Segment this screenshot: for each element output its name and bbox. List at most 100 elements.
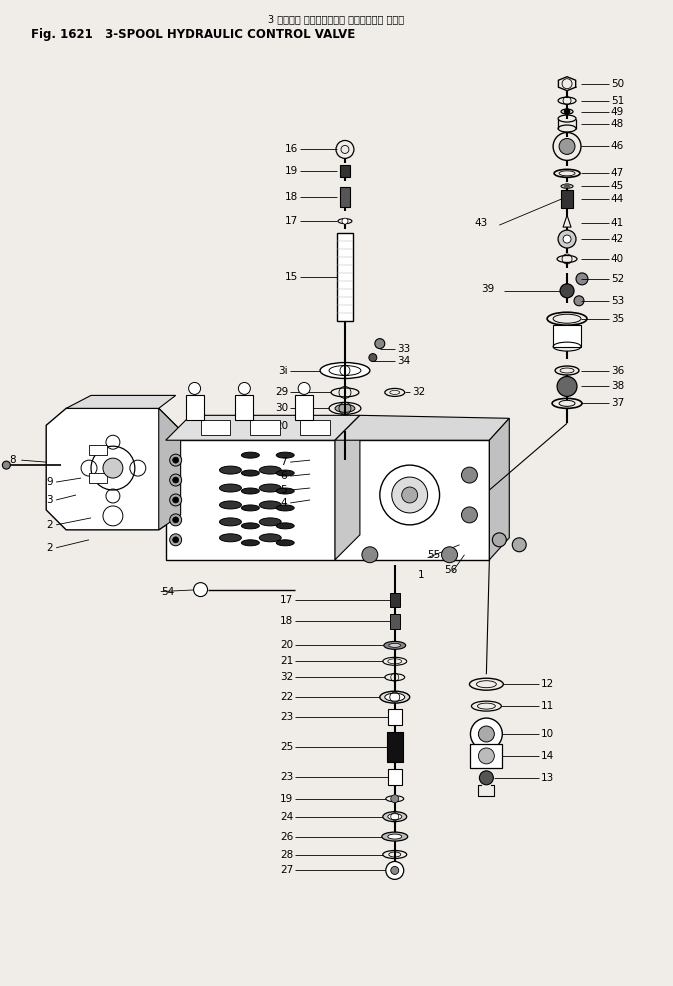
Circle shape bbox=[392, 477, 427, 513]
Circle shape bbox=[559, 138, 575, 155]
Polygon shape bbox=[166, 415, 360, 440]
Circle shape bbox=[362, 547, 378, 563]
Circle shape bbox=[391, 867, 398, 875]
Text: 11: 11 bbox=[541, 701, 555, 711]
Circle shape bbox=[380, 465, 439, 525]
Bar bbox=[337, 233, 353, 320]
Ellipse shape bbox=[389, 644, 400, 648]
Text: 35: 35 bbox=[611, 314, 624, 323]
Text: 5: 5 bbox=[280, 485, 287, 495]
Text: 25: 25 bbox=[280, 741, 293, 752]
Ellipse shape bbox=[259, 466, 281, 474]
Ellipse shape bbox=[388, 813, 402, 819]
Text: 4: 4 bbox=[280, 498, 287, 508]
Circle shape bbox=[3, 461, 10, 469]
Circle shape bbox=[170, 514, 182, 526]
Circle shape bbox=[369, 354, 377, 362]
Bar bbox=[89, 473, 107, 483]
Circle shape bbox=[576, 273, 588, 285]
Text: 44: 44 bbox=[611, 194, 624, 204]
Text: Fig. 1621   3-SPOOL HYDRAULIC CONTROL VALVE: Fig. 1621 3-SPOOL HYDRAULIC CONTROL VALV… bbox=[31, 28, 355, 41]
Polygon shape bbox=[46, 408, 180, 529]
Circle shape bbox=[103, 458, 123, 478]
Bar bbox=[201, 420, 230, 435]
Text: 51: 51 bbox=[611, 96, 624, 106]
Ellipse shape bbox=[219, 466, 242, 474]
Text: 8: 8 bbox=[9, 456, 16, 465]
Ellipse shape bbox=[320, 363, 370, 379]
Polygon shape bbox=[335, 440, 489, 560]
Circle shape bbox=[173, 458, 178, 463]
Circle shape bbox=[173, 497, 178, 503]
Text: 19: 19 bbox=[285, 167, 298, 176]
Text: 56: 56 bbox=[445, 565, 458, 575]
Ellipse shape bbox=[380, 691, 410, 703]
Text: 40: 40 bbox=[611, 254, 624, 264]
Bar bbox=[250, 420, 280, 435]
Text: 20: 20 bbox=[275, 421, 288, 431]
Ellipse shape bbox=[276, 470, 294, 476]
Text: 6: 6 bbox=[280, 471, 287, 481]
Circle shape bbox=[479, 748, 495, 764]
Text: 26: 26 bbox=[280, 831, 293, 842]
Circle shape bbox=[470, 718, 502, 750]
Ellipse shape bbox=[335, 404, 355, 412]
Circle shape bbox=[173, 536, 178, 543]
Ellipse shape bbox=[242, 488, 259, 494]
Text: 18: 18 bbox=[280, 616, 293, 626]
Text: 17: 17 bbox=[280, 595, 293, 604]
Text: 50: 50 bbox=[611, 79, 624, 89]
Text: 48: 48 bbox=[611, 118, 624, 128]
Bar bbox=[340, 187, 350, 207]
Ellipse shape bbox=[276, 539, 294, 546]
Circle shape bbox=[375, 338, 385, 349]
Ellipse shape bbox=[219, 518, 242, 526]
Bar bbox=[390, 593, 400, 606]
Text: 20: 20 bbox=[280, 640, 293, 651]
Ellipse shape bbox=[219, 533, 242, 541]
Polygon shape bbox=[335, 415, 509, 440]
Text: 32: 32 bbox=[412, 387, 425, 397]
Ellipse shape bbox=[336, 423, 354, 429]
Text: 10: 10 bbox=[541, 729, 555, 739]
Circle shape bbox=[462, 467, 477, 483]
Text: 24: 24 bbox=[280, 811, 293, 821]
Text: 33: 33 bbox=[397, 343, 410, 354]
Text: 28: 28 bbox=[280, 850, 293, 860]
Bar bbox=[388, 709, 402, 725]
Circle shape bbox=[170, 494, 182, 506]
Text: 27: 27 bbox=[280, 866, 293, 876]
Text: 19: 19 bbox=[280, 794, 293, 804]
Text: 37: 37 bbox=[611, 398, 624, 408]
Text: 23: 23 bbox=[280, 772, 293, 782]
Text: 16: 16 bbox=[285, 144, 298, 155]
Text: 2: 2 bbox=[46, 542, 52, 553]
Polygon shape bbox=[66, 395, 176, 408]
Text: 17: 17 bbox=[285, 216, 298, 226]
Circle shape bbox=[563, 235, 571, 243]
Circle shape bbox=[479, 726, 495, 742]
Text: 34: 34 bbox=[397, 356, 410, 366]
Text: 49: 49 bbox=[611, 106, 624, 116]
Ellipse shape bbox=[276, 505, 294, 511]
Circle shape bbox=[512, 537, 526, 552]
Polygon shape bbox=[166, 440, 335, 560]
Ellipse shape bbox=[385, 693, 404, 701]
Circle shape bbox=[342, 218, 348, 224]
Text: 32: 32 bbox=[280, 672, 293, 682]
Text: 21: 21 bbox=[280, 657, 293, 667]
Bar bbox=[561, 190, 573, 208]
Ellipse shape bbox=[259, 518, 281, 526]
Text: 54: 54 bbox=[161, 587, 174, 597]
Circle shape bbox=[558, 230, 576, 248]
Ellipse shape bbox=[242, 505, 259, 511]
Circle shape bbox=[170, 533, 182, 546]
Circle shape bbox=[564, 108, 570, 114]
Text: 53: 53 bbox=[611, 296, 624, 306]
Bar bbox=[186, 395, 203, 420]
Bar bbox=[236, 395, 253, 420]
Circle shape bbox=[441, 547, 458, 563]
Ellipse shape bbox=[384, 641, 406, 650]
Text: 45: 45 bbox=[611, 181, 624, 191]
Text: 23: 23 bbox=[280, 712, 293, 722]
